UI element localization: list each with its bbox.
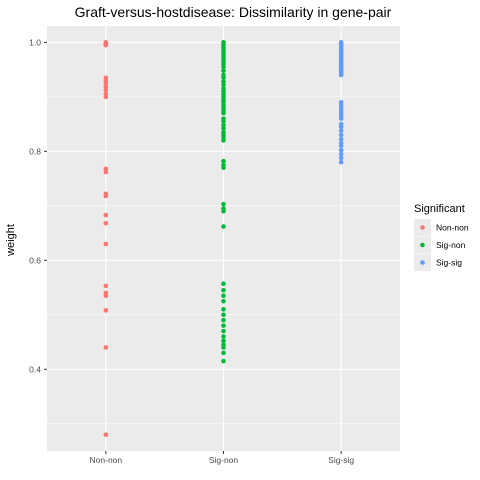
chart-title: Graft-versus-hostdisease: Dissimilarity … [75,4,392,20]
data-point [221,312,226,318]
data-point [338,151,344,157]
data-point [338,72,344,78]
data-point [103,283,109,289]
legend-title: Significant [414,203,465,215]
data-point [221,122,226,128]
data-point [221,208,226,214]
data-point [221,82,226,88]
data-point [103,212,109,218]
data-point [338,137,344,142]
data-point [221,328,226,334]
x-tick-label: Sig-non [209,455,239,465]
data-point [338,124,344,130]
y-axis-title: weight [5,224,17,257]
data-point [338,159,344,165]
data-point [221,68,226,73]
data-point [221,75,226,81]
legend-marker [420,242,425,248]
data-point [221,165,226,170]
data-point [221,287,226,293]
data-point [338,143,344,149]
data-point [103,87,109,93]
legend-label: Sig-non [436,240,466,250]
data-point [221,281,226,287]
data-point [338,147,344,153]
y-tick-label: 0.6 [29,255,41,265]
data-point [221,323,226,328]
y-tick-label: 0.4 [29,364,41,374]
data-point [221,338,226,344]
data-point [221,79,226,84]
legend-label: Non-non [436,223,469,233]
data-point [103,241,109,247]
legend-marker [420,225,425,230]
data-point [103,345,109,350]
data-point [221,293,226,299]
y-tick-label: 0.8 [29,146,41,156]
data-point [221,334,226,339]
data-point [103,293,109,299]
data-point [221,110,226,116]
data-point [103,94,109,100]
data-point [221,224,226,229]
data-point [103,308,109,313]
data-point [221,158,226,164]
data-point [221,64,226,70]
legend: Significant Non-non Sig-non Sig-sig [414,203,469,271]
data-point [221,307,226,312]
data-point [103,169,109,175]
data-point [103,193,109,199]
data-point [221,119,226,124]
x-tick-label: Non-non [90,455,123,465]
data-point [221,317,226,323]
data-point [103,84,109,90]
y-axis: 0.4 0.6 0.8 1.0 [29,37,47,374]
legend-marker [420,260,425,265]
data-points [103,40,344,437]
x-axis: Non-non Sig-non Sig-sig [90,451,354,465]
data-point [221,126,226,131]
data-point [338,116,344,121]
data-point [221,201,226,207]
legend-entries: Non-non Sig-non Sig-sig [414,219,469,271]
data-point [103,220,109,226]
data-point [221,345,226,350]
data-point [103,80,109,86]
legend-label: Sig-sig [436,258,462,268]
data-point [338,128,344,133]
data-point [338,132,344,138]
data-point [221,138,226,143]
data-point [221,358,226,364]
data-point [103,42,109,48]
data-point [103,432,109,437]
data-point [338,155,344,161]
x-tick-label: Sig-sig [328,455,354,465]
data-point [221,350,226,356]
data-point [103,166,109,172]
data-point [221,298,226,304]
y-tick-label: 1.0 [29,37,41,47]
